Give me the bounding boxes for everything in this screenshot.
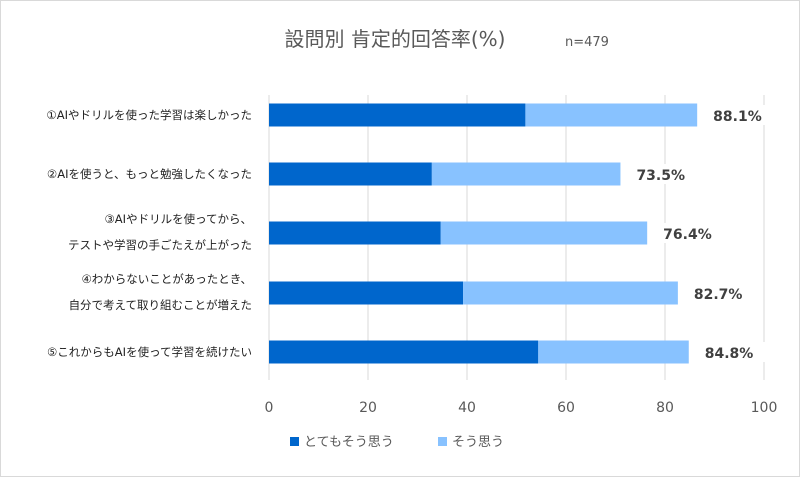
data-label-bg: [659, 223, 726, 243]
category-label: ②AIを使うと、もっと勉強したくなった: [47, 167, 252, 181]
data-label: 84.8%: [705, 346, 754, 362]
bar-segment: [269, 103, 526, 127]
bar-segment: [269, 340, 539, 364]
bar-segment: [463, 281, 678, 305]
x-tick-label: 0: [265, 400, 274, 416]
bar-segment: [538, 340, 689, 364]
category-label: ①AIやドリルを使った学習は楽しかった: [46, 108, 252, 122]
data-label-bg: [689, 283, 756, 303]
legend-label: とてもそう思う: [304, 435, 394, 450]
x-tick-label: 80: [656, 400, 674, 416]
data-label: 82.7%: [694, 287, 743, 303]
bar-segment: [269, 162, 432, 186]
legend-swatch: [290, 437, 299, 446]
chart-subtitle: n=479: [565, 35, 609, 50]
data-label-bg: [632, 164, 699, 184]
data-label-bg: [700, 342, 767, 362]
bar-segment: [269, 281, 464, 305]
x-tick-label: 40: [458, 400, 476, 416]
category-label: テストや学習の手ごたえが上がった: [68, 238, 252, 252]
bar-segment: [431, 162, 621, 186]
x-tick-label: 60: [557, 400, 575, 416]
category-label: 自分で考えて取り組むことが増えた: [69, 298, 252, 312]
x-tick-label: 20: [359, 400, 377, 416]
category-label: ④わからないことがあったとき、: [81, 272, 252, 286]
legend-label: そう思う: [452, 435, 504, 450]
chart-title: 設問別 肯定的回答率(%): [285, 27, 506, 51]
bar-segment: [525, 103, 698, 127]
data-label: 73.5%: [636, 168, 685, 184]
legend-swatch: [438, 437, 447, 446]
data-label-bg: [709, 105, 776, 125]
data-label: 88.1%: [713, 109, 762, 125]
bar-segment: [440, 221, 648, 245]
category-label: ③AIやドリルを使ってから、: [105, 212, 253, 226]
bar-segment: [269, 221, 441, 245]
category-label: ⑤これからもAIを使って学習を続けたい: [47, 345, 252, 359]
x-tick-label: 100: [751, 400, 778, 416]
data-label: 76.4%: [663, 227, 712, 243]
